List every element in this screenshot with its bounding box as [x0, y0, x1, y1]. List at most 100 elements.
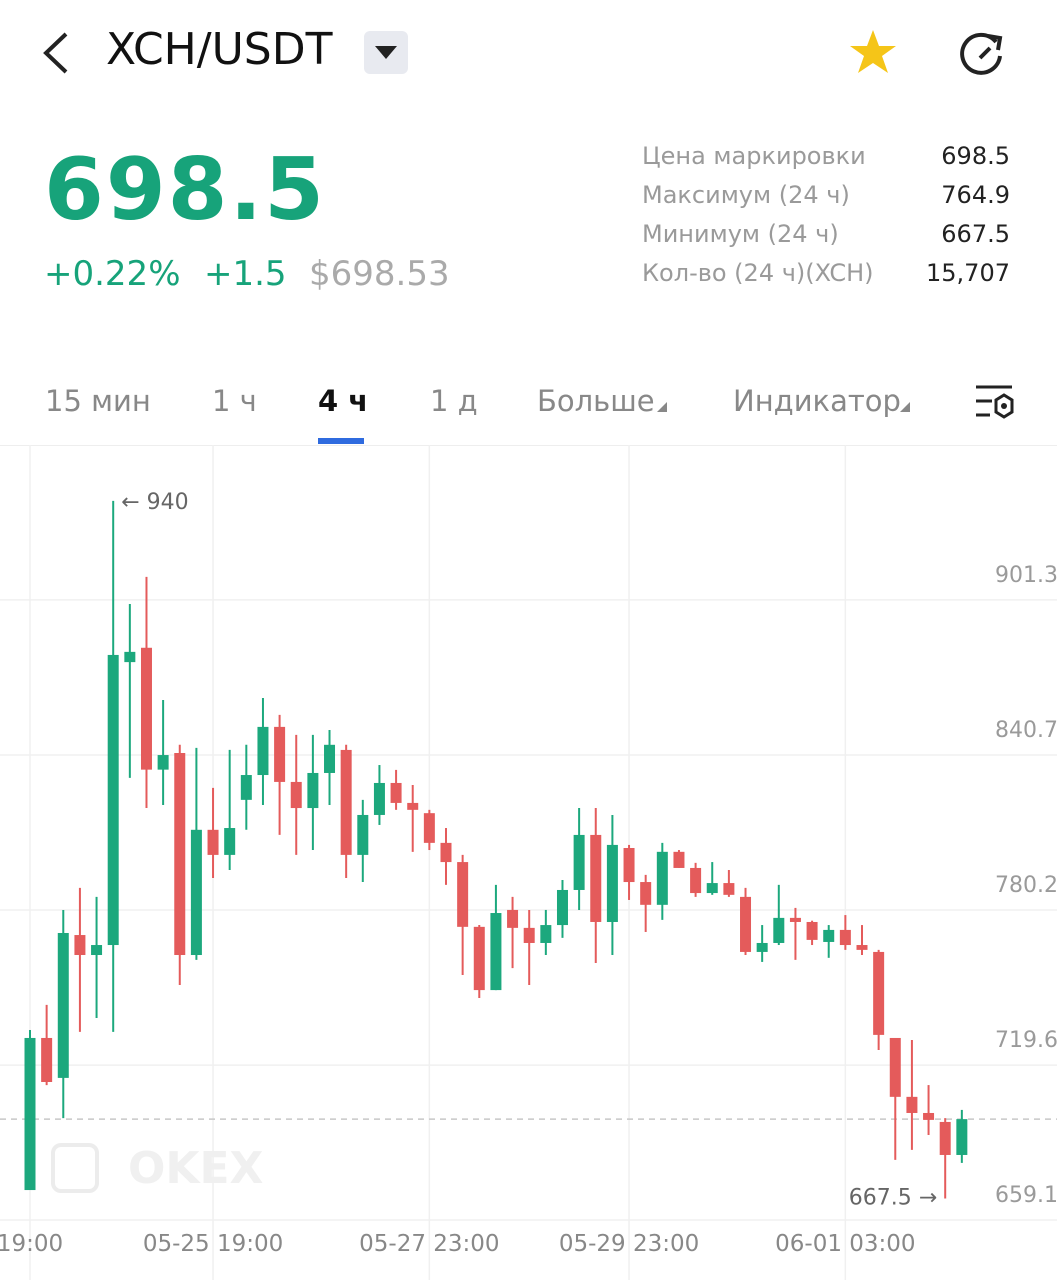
- candle-body: [274, 726, 286, 782]
- candle-body: [923, 1112, 935, 1120]
- candle-body: [473, 926, 485, 991]
- stat-label: Кол-во (24 ч)(XCH): [642, 259, 874, 287]
- watermark-icon: [51, 1143, 99, 1193]
- y-tick-label: 659.1: [995, 1183, 1057, 1208]
- y-tick-label: 719.6: [995, 1028, 1057, 1053]
- candle-body: [24, 1037, 36, 1191]
- candle-body: [723, 883, 735, 895]
- stat-value: 698.5: [941, 142, 1010, 170]
- candle-body: [457, 862, 469, 927]
- candle-body: [390, 782, 402, 803]
- candle-body: [207, 829, 219, 855]
- candle-body: [91, 945, 103, 956]
- extreme-label: ← 940: [121, 490, 188, 515]
- stat-value: 15,707: [926, 259, 1010, 287]
- candle-body: [257, 726, 269, 776]
- candle-body: [157, 755, 169, 770]
- candle-body: [839, 929, 851, 946]
- candle-body: [357, 814, 369, 855]
- candle-body: [440, 842, 452, 863]
- tab[interactable]: 15 мин: [45, 384, 151, 418]
- pair-dropdown[interactable]: [364, 31, 408, 74]
- chart: 901.3 840.7 780.2 719.6 659.1 19:00 05-25 19:0…: [0, 445, 1057, 1280]
- candle-body: [423, 813, 435, 843]
- x-tick-label: 05-29 23:00: [559, 1231, 699, 1257]
- last-price: 698.5: [44, 140, 327, 240]
- candle-body: [706, 883, 718, 894]
- candle-body: [290, 781, 302, 809]
- candle-body: [806, 921, 818, 940]
- change-absolute: +1.5: [204, 254, 287, 294]
- candle-body: [107, 654, 119, 946]
- candle-body: [556, 889, 568, 926]
- tab[interactable]: 1 ч: [212, 384, 257, 418]
- candle-body: [640, 882, 652, 905]
- candle-body: [523, 927, 535, 943]
- dropdown-caret: [657, 402, 667, 412]
- candle-body: [190, 829, 202, 956]
- x-tick-label: 19:00: [0, 1231, 63, 1257]
- candle-body: [373, 782, 385, 815]
- x-tick-label: 06-01 03:00: [775, 1231, 915, 1257]
- candle-body: [756, 942, 768, 952]
- stat-value: 667.5: [941, 220, 1010, 248]
- favorite-star[interactable]: [848, 28, 898, 76]
- stat-label: Максимум (24 ч): [642, 181, 850, 209]
- candle-body: [656, 851, 668, 905]
- candle-body: [673, 851, 685, 868]
- x-tick-label: 05-25 19:00: [143, 1231, 283, 1257]
- chart-settings[interactable]: [974, 383, 1016, 421]
- candle-body: [490, 913, 502, 991]
- candle-body: [789, 917, 801, 922]
- candle-body: [623, 847, 635, 883]
- candle-body: [906, 1096, 918, 1113]
- candle-body: [57, 932, 69, 1078]
- refresh-button[interactable]: [956, 28, 1008, 78]
- candle-body: [690, 867, 702, 894]
- tab-indicator: [318, 438, 364, 444]
- tab-active[interactable]: 4 ч: [318, 384, 369, 418]
- y-tick-label: 840.7: [995, 718, 1057, 743]
- stat-label: Цена маркировки: [642, 142, 866, 170]
- candle-body: [773, 917, 785, 943]
- candle-body: [823, 929, 835, 942]
- stat-value: 764.9: [941, 181, 1010, 209]
- watermark: OKEX: [128, 1143, 264, 1194]
- y-tick-label: 901.3: [995, 563, 1057, 588]
- tab[interactable]: Индикатор: [733, 384, 901, 418]
- candle-body: [74, 935, 86, 956]
- candle-body: [240, 775, 252, 800]
- candle-body: [939, 1121, 951, 1155]
- candle-body: [407, 802, 419, 810]
- tab[interactable]: Больше: [537, 384, 655, 418]
- candle-body: [856, 945, 868, 950]
- candle-body: [740, 896, 752, 952]
- candle-body: [307, 772, 319, 809]
- y-tick-label: 780.2: [995, 873, 1057, 898]
- stat-label: Минимум (24 ч): [642, 220, 839, 248]
- candle-body: [224, 828, 236, 855]
- candle-body: [873, 951, 885, 1035]
- candle-body: [340, 749, 352, 855]
- candle-body: [140, 647, 152, 770]
- usd-price: $698.53: [309, 254, 450, 294]
- extreme-label: 667.5 →: [849, 1185, 937, 1210]
- candle-body: [324, 744, 336, 773]
- x-tick-label: 05-27 23:00: [359, 1231, 499, 1257]
- candle-body: [540, 925, 552, 943]
- candle-body: [174, 753, 186, 956]
- candle-body: [507, 909, 519, 928]
- candle-body: [889, 1037, 901, 1097]
- candle-body: [573, 834, 585, 890]
- candle-body: [606, 844, 618, 922]
- pair-title[interactable]: XCH/USDT: [106, 24, 333, 75]
- change-percent: +0.22%: [44, 254, 181, 294]
- candle-body: [590, 834, 602, 922]
- candle-body: [124, 651, 136, 663]
- back-button[interactable]: [36, 30, 76, 76]
- tab[interactable]: 1 д: [430, 384, 478, 418]
- candle-body: [956, 1119, 968, 1155]
- dropdown-caret: [900, 402, 910, 412]
- candle-body: [41, 1037, 53, 1083]
